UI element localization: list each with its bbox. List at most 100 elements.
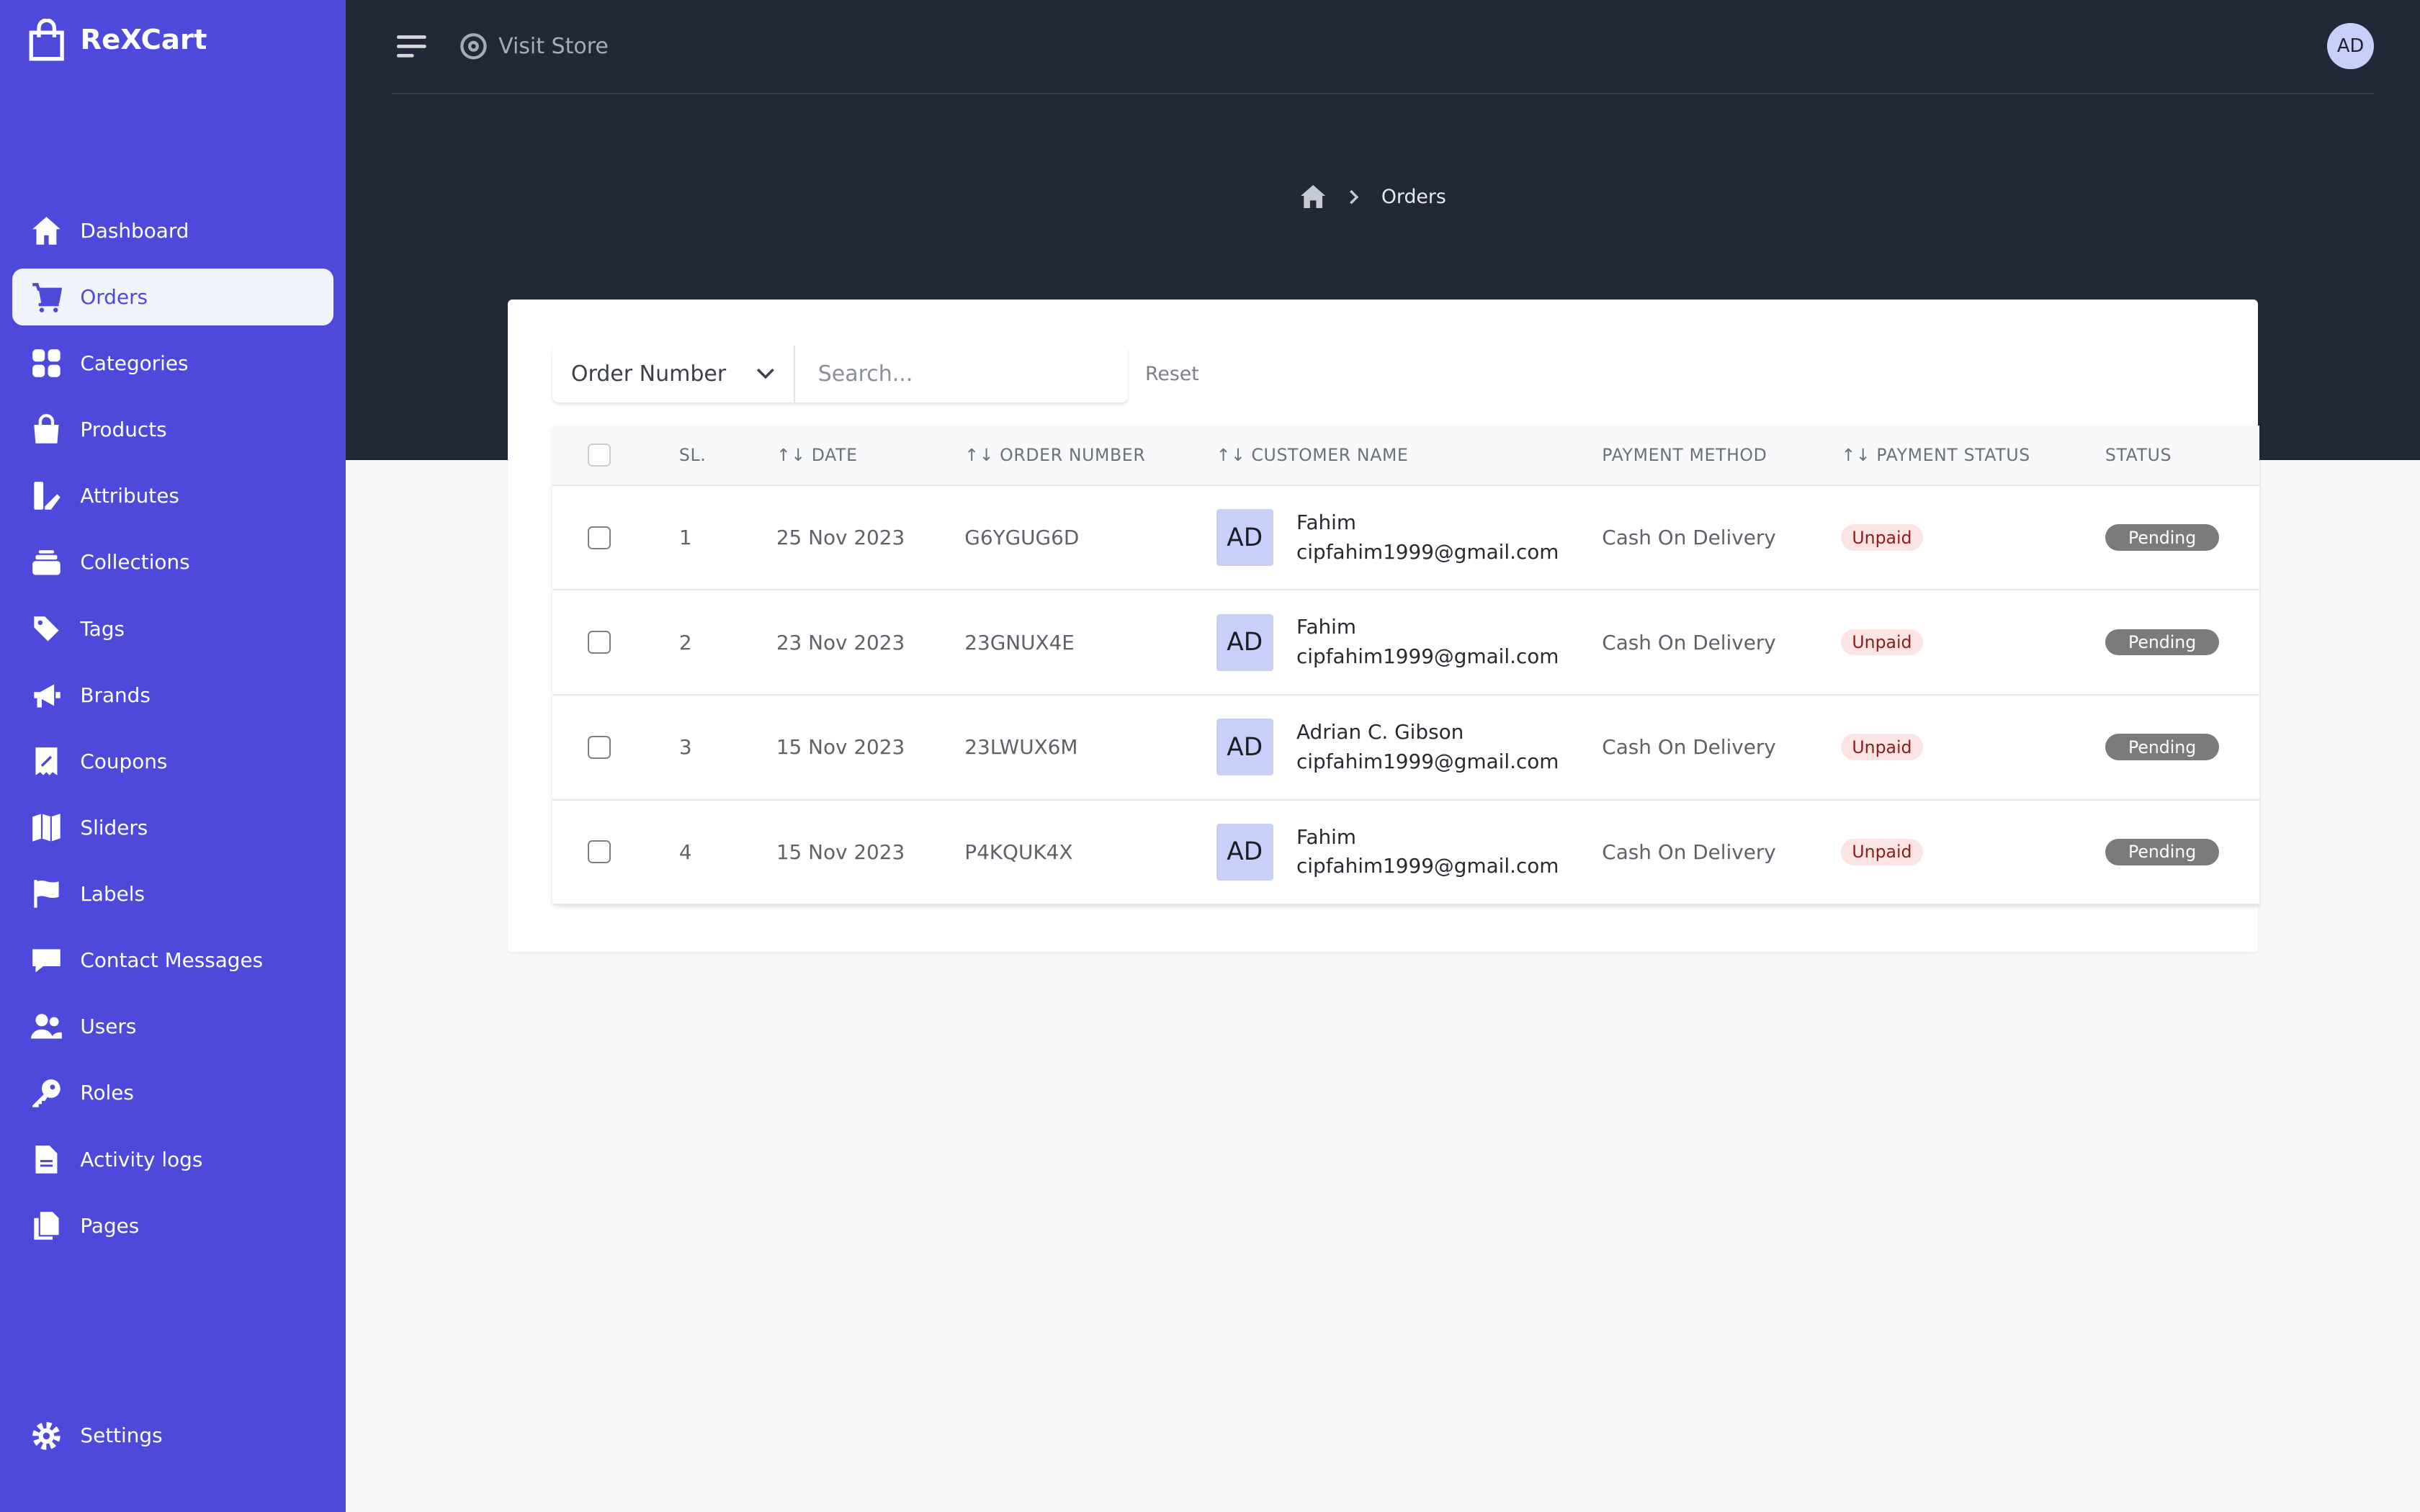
payment-status-badge: Unpaid (1841, 629, 1923, 656)
home-icon (32, 217, 60, 245)
customer-email: cipfahim1999@gmail.com (1296, 854, 1559, 878)
visit-store-label: Visit Store (498, 33, 609, 59)
breadcrumb-current: Orders (1381, 185, 1446, 208)
orders-card: Order Number Reset SL. ↑↓ DATE ↑↓ ORDER … (508, 299, 2260, 953)
header-date[interactable]: ↑↓ DATE (776, 445, 858, 466)
sidebar-item-activity-logs[interactable]: Activity logs (12, 1130, 333, 1187)
sidebar-item-orders[interactable]: Orders (12, 268, 333, 326)
row-date: 15 Nov 2023 (776, 735, 905, 760)
home-icon[interactable] (1301, 185, 1326, 209)
tag-icon (34, 616, 59, 642)
status-badge: Pending (2105, 524, 2220, 551)
row-sl: 3 (678, 735, 692, 760)
sidebar-item-collections[interactable]: Collections (12, 534, 333, 590)
select-all-checkbox[interactable] (588, 444, 611, 467)
header-payment-method: PAYMENT METHOD (1602, 445, 1767, 466)
row-order-number[interactable]: 23LWUX6M (964, 735, 1078, 760)
document-icon (35, 1145, 58, 1174)
sidebar-item-categories[interactable]: Categories (12, 335, 333, 392)
customer-email: cipfahim1999@gmail.com (1296, 539, 1559, 564)
sidebar-item-users[interactable]: Users (12, 998, 333, 1055)
payment-status-badge: Unpaid (1841, 839, 1923, 865)
filter-bar: Order Number Reset (552, 345, 1199, 403)
search-field-value: Order Number (570, 361, 727, 387)
customer-avatar: AD (1216, 719, 1273, 776)
eye-icon (460, 33, 488, 60)
gear-icon (32, 1421, 60, 1450)
header-sl: SL. (678, 445, 707, 466)
sidebar-item-settings[interactable]: Settings (12, 1407, 333, 1464)
search-field-select[interactable]: Order Number (552, 345, 795, 403)
sidebar-item-contact-messages[interactable]: Contact Messages (12, 932, 333, 989)
map-icon (32, 814, 60, 842)
row-order-number[interactable]: P4KQUK4X (964, 840, 1073, 864)
row-date: 25 Nov 2023 (776, 526, 905, 550)
header-payment-status[interactable]: ↑↓ PAYMENT STATUS (1841, 445, 2030, 466)
row-order-number[interactable]: G6YGUG6D (964, 526, 1080, 550)
sidebar-item-roles[interactable]: Roles (12, 1064, 333, 1121)
table-row[interactable]: 3 15 Nov 2023 23LWUX6M AD Adrian C. Gibson ci… (552, 695, 2260, 801)
users-icon (30, 1014, 62, 1039)
customer-avatar: AD (1216, 613, 1273, 671)
header-order-number[interactable]: ↑↓ ORDER NUMBER (964, 445, 1146, 466)
customer-info: Fahim cipfahim1999@gmail.com (1296, 613, 1559, 671)
reset-button[interactable]: Reset (1144, 363, 1199, 386)
sidebar-item-attributes[interactable]: Attributes (12, 467, 333, 524)
brand-logo[interactable]: ReXCart (28, 18, 207, 62)
customer-email: cipfahim1999@gmail.com (1296, 749, 1559, 773)
row-checkbox[interactable] (588, 526, 611, 549)
menu-icon[interactable] (396, 34, 431, 58)
sidebar-item-dashboard[interactable]: Dashboard (12, 202, 333, 259)
row-checkbox[interactable] (588, 631, 611, 654)
visit-store-link[interactable]: Visit Store (458, 32, 609, 60)
sidebar-nav: Dashboard Orders Categories Products Attribu… (12, 202, 333, 1264)
layers-icon (32, 549, 60, 575)
row-sl: 1 (678, 526, 692, 550)
sidebar-item-label: Contact Messages (80, 948, 264, 973)
status-badge: Pending (2105, 629, 2220, 656)
row-payment-method: Cash On Delivery (1602, 840, 1776, 864)
chat-icon (32, 949, 60, 973)
table-row[interactable]: 2 23 Nov 2023 23GNUX4E AD Fahim cipfahim1999@… (552, 590, 2260, 696)
breadcrumb: Orders (1301, 185, 1446, 209)
sidebar-item-label: Products (80, 418, 167, 442)
search-input[interactable] (794, 345, 1129, 403)
megaphone-icon (34, 684, 60, 708)
sidebar-item-labels[interactable]: Labels (12, 865, 333, 922)
row-payment-method: Cash On Delivery (1602, 630, 1776, 654)
row-payment-method: Cash On Delivery (1602, 735, 1776, 760)
sidebar-item-sliders[interactable]: Sliders (12, 799, 333, 856)
row-date: 15 Nov 2023 (776, 840, 905, 864)
customer-avatar: AD (1216, 508, 1273, 567)
sidebar-item-coupons[interactable]: Coupons (12, 733, 333, 790)
sidebar-item-label: Pages (80, 1213, 140, 1238)
sidebar-item-label: Labels (80, 882, 145, 906)
row-checkbox[interactable] (588, 735, 611, 759)
topbar: Visit Store AD (392, 0, 2374, 94)
brand-name: ReXCart (80, 24, 207, 57)
cart-icon (32, 283, 62, 312)
row-sl: 2 (678, 630, 692, 654)
bag-icon (34, 414, 59, 444)
sidebar-item-tags[interactable]: Tags (12, 600, 333, 657)
table-row[interactable]: 1 25 Nov 2023 G6YGUG6D AD Fahim cipfahim1999@… (552, 485, 2260, 591)
row-checkbox[interactable] (588, 840, 611, 864)
sidebar-item-pages[interactable]: Pages (12, 1197, 333, 1254)
row-sl: 4 (678, 840, 692, 864)
customer-info: Fahim cipfahim1999@gmail.com (1296, 823, 1559, 881)
sidebar-item-brands[interactable]: Brands (12, 667, 333, 724)
table-row[interactable]: 4 15 Nov 2023 P4KQUK4X AD Fahim cipfahim1999@… (552, 800, 2260, 906)
orders-table: SL. ↑↓ DATE ↑↓ ORDER NUMBER ↑↓ CUSTOMER … (552, 426, 2260, 906)
sidebar-item-label: Dashboard (80, 218, 189, 243)
pages-icon (34, 1211, 59, 1240)
row-order-number[interactable]: 23GNUX4E (964, 630, 1075, 654)
sidebar-item-products[interactable]: Products (12, 401, 333, 458)
sidebar-item-label: Activity logs (80, 1147, 203, 1171)
sidebar-item-label: Attributes (80, 484, 179, 508)
user-avatar[interactable]: AD (2327, 23, 2374, 70)
table-header: SL. ↑↓ DATE ↑↓ ORDER NUMBER ↑↓ CUSTOMER … (552, 426, 2260, 486)
chevron-down-icon (757, 368, 774, 379)
customer-name: Adrian C. Gibson (1296, 720, 1464, 744)
key-icon (32, 1079, 60, 1107)
header-customer-name[interactable]: ↑↓ CUSTOMER NAME (1216, 445, 1409, 466)
